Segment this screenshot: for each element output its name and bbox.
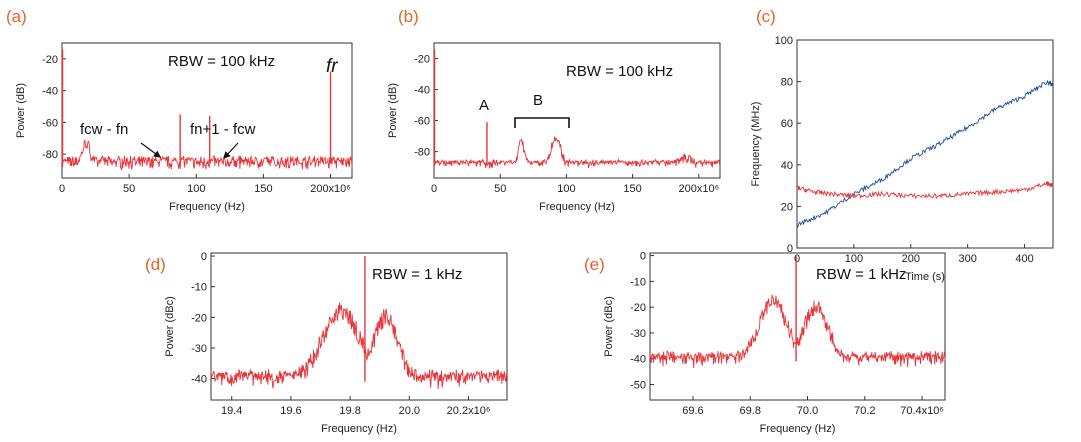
y-tick-label: -30 — [630, 328, 646, 340]
x-tick-label: 19.4 — [221, 405, 242, 417]
x-axis-label: Frequency (Hz) — [760, 423, 836, 435]
y-tick-label: 0 — [640, 251, 646, 263]
fr-label: fr — [326, 56, 338, 77]
series-line — [649, 294, 946, 368]
y-tick-label: -10 — [630, 276, 646, 288]
peak-label-left: fcw - fn — [80, 121, 128, 138]
y-axis-label: Power (dBc) — [603, 296, 615, 357]
x-tick-label: 150 — [623, 183, 641, 195]
y-tick-label: 0 — [201, 251, 207, 263]
x-tick-label: 200x10⁶ — [310, 183, 351, 195]
x-tick-label: 50 — [123, 183, 135, 195]
y-tick-label: -20 — [42, 54, 58, 66]
x-tick-label: 300 — [958, 253, 976, 265]
rbw-label-b: RBW = 100 kHz — [566, 63, 673, 80]
y-tick-label: -30 — [191, 343, 207, 355]
y-axis-label: Power (dB) — [15, 83, 27, 138]
y-tick-label: -80 — [42, 149, 58, 161]
y-tick-label: -80 — [414, 147, 430, 159]
x-tick-label: 0 — [59, 183, 65, 195]
y-tick-label: 40 — [781, 160, 793, 172]
panel-label-b: (b) — [398, 7, 419, 26]
y-tick-label: 80 — [781, 77, 793, 89]
y-tick-label: -20 — [630, 302, 646, 314]
rbw-label-a: RBW = 100 kHz — [168, 53, 275, 70]
chart-panel-b: -20 -40 -60 -80 0 50 100 150 200x10⁶ Frequency (H… — [387, 42, 721, 213]
chart-panel-d: 0 -10 -20 -30 -40 19.4 19.6 19.8 20.0 20.2x10⁶ Fre… — [164, 251, 508, 435]
y-axis-label: Power (dB) — [387, 83, 399, 138]
y-tick-label: -60 — [42, 117, 58, 129]
y-axis-label: Power (dBc) — [164, 296, 176, 357]
bracket-B — [514, 117, 570, 128]
x-tick-label: 100 — [187, 183, 205, 195]
x-tick-label: 70.2 — [854, 405, 875, 417]
y-tick-label: -40 — [630, 354, 646, 366]
x-tick-label: 70.4x10⁶ — [900, 405, 944, 417]
y-axis-label: Frequency (MHz) — [750, 102, 762, 187]
label-A: A — [479, 97, 489, 114]
panel-label-e: (e) — [584, 255, 605, 274]
x-tick-label: 69.8 — [740, 405, 761, 417]
x-tick-label: 150 — [254, 183, 272, 195]
y-tick-label: -10 — [191, 282, 207, 294]
series-line — [796, 80, 1054, 228]
x-tick-label: 100 — [845, 253, 863, 265]
plot-frame — [649, 252, 946, 401]
x-tick-label: 400 — [1015, 253, 1033, 265]
x-tick-label: 200x10⁶ — [679, 183, 720, 195]
x-axis-label: Time (s) — [905, 271, 945, 283]
x-tick-label: 200 — [902, 253, 920, 265]
x-tick-label: 19.6 — [280, 405, 301, 417]
chart-panel-a: -20 -40 -60 -80 0 50 100 150 200x10⁶ Frequency (H… — [15, 42, 353, 213]
x-axis-label: Frequency (Hz) — [169, 201, 245, 213]
x-axis-label: Frequency (Hz) — [539, 201, 615, 213]
y-tick-label: 20 — [781, 201, 793, 213]
y-tick-label: -20 — [191, 312, 207, 324]
y-tick-label: -40 — [191, 374, 207, 386]
plot-frame — [210, 252, 508, 401]
x-tick-label: 0 — [794, 253, 800, 265]
label-B: B — [533, 92, 543, 109]
x-tick-label: 50 — [494, 183, 506, 195]
x-tick-label: 19.8 — [339, 405, 360, 417]
series-line — [796, 180, 1054, 200]
y-tick-label: -40 — [414, 85, 430, 97]
series-line — [61, 139, 353, 172]
arrow-right — [223, 142, 239, 159]
rbw-label-e: RBW = 1 kHz — [816, 266, 906, 283]
plot-frame — [796, 39, 1054, 249]
series-line — [210, 302, 508, 390]
x-tick-label: 70.0 — [797, 405, 818, 417]
x-tick-label: 69.6 — [682, 405, 703, 417]
x-tick-label: 20.2x10⁶ — [447, 405, 491, 417]
x-tick-label: 0 — [431, 183, 437, 195]
x-axis-label: Frequency (Hz) — [321, 423, 397, 435]
panel-label-c: (c) — [756, 7, 776, 26]
y-tick-label: 0 — [787, 243, 793, 255]
y-tick-label: -40 — [42, 86, 58, 98]
rbw-label-d: RBW = 1 kHz — [372, 266, 462, 283]
peak-label-right: fn+1 - fcw — [190, 121, 256, 138]
panel-label-d: (d) — [145, 255, 166, 274]
y-tick-label: -50 — [630, 380, 646, 392]
arrow-left — [140, 142, 161, 158]
panel-label-a: (a) — [6, 7, 27, 26]
y-tick-label: -20 — [414, 54, 430, 66]
chart-panel-e: 0 -10 -20 -30 -40 -50 69.6 69.8 70.0 70.2 70.4x10⁶… — [603, 251, 946, 435]
y-tick-label: 60 — [781, 118, 793, 130]
x-tick-label: 20.0 — [399, 405, 420, 417]
y-tick-label: 100 — [775, 35, 793, 47]
chart-panel-c: 0 20 40 60 80 100 0 100 200 300 400 Time (s) Frequen… — [750, 35, 1054, 283]
series-line — [433, 136, 721, 169]
y-tick-label: -60 — [414, 116, 430, 128]
x-tick-label: 100 — [557, 183, 575, 195]
